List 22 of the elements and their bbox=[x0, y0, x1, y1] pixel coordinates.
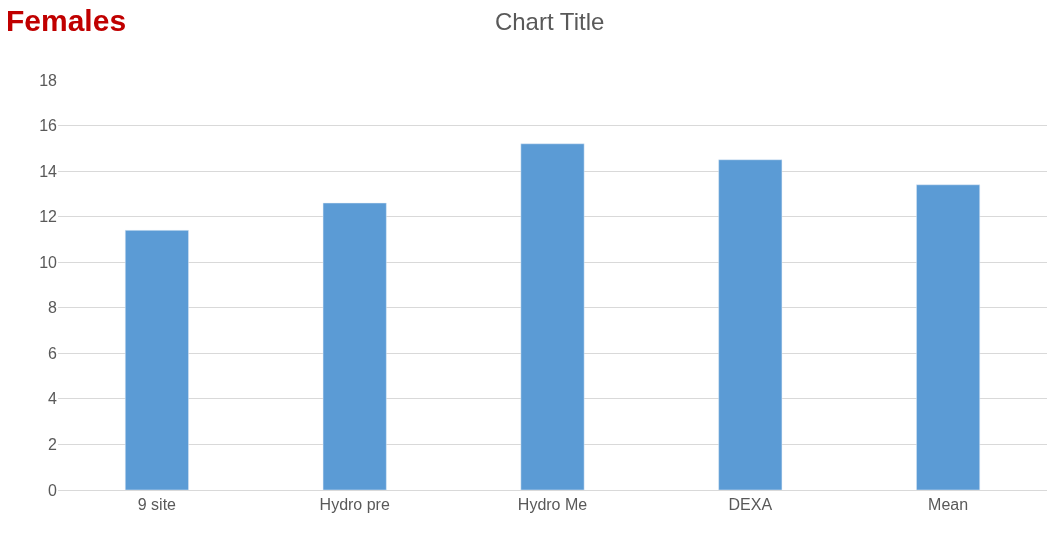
text: Females bbox=[6, 4, 127, 37]
x-tick-label: Hydro Me bbox=[517, 496, 588, 514]
bar bbox=[718, 159, 783, 490]
x-tick-label: 9 site bbox=[137, 496, 177, 514]
y-tick-label: 10 bbox=[39, 253, 58, 271]
y-tick-label: 18 bbox=[39, 71, 58, 89]
y-tick-label: 8 bbox=[48, 299, 58, 317]
bar bbox=[916, 184, 980, 490]
x-tick-label: Hydro pre bbox=[319, 496, 390, 514]
y-tick-label: 12 bbox=[39, 208, 58, 226]
y-tick-label: 4 bbox=[48, 390, 58, 408]
bar bbox=[322, 202, 387, 490]
chart-title: Chart Title bbox=[494, 7, 605, 35]
bar bbox=[125, 230, 189, 490]
y-tick-label: 0 bbox=[48, 481, 58, 499]
bar bbox=[520, 143, 585, 490]
y-tick-label: 14 bbox=[39, 162, 58, 180]
x-tick-label: DEXA bbox=[728, 496, 773, 514]
y-tick-label: 6 bbox=[48, 344, 58, 362]
y-tick-label: 16 bbox=[39, 117, 58, 135]
y-tick-label: 2 bbox=[48, 436, 58, 454]
x-tick-label: Mean bbox=[928, 496, 969, 514]
